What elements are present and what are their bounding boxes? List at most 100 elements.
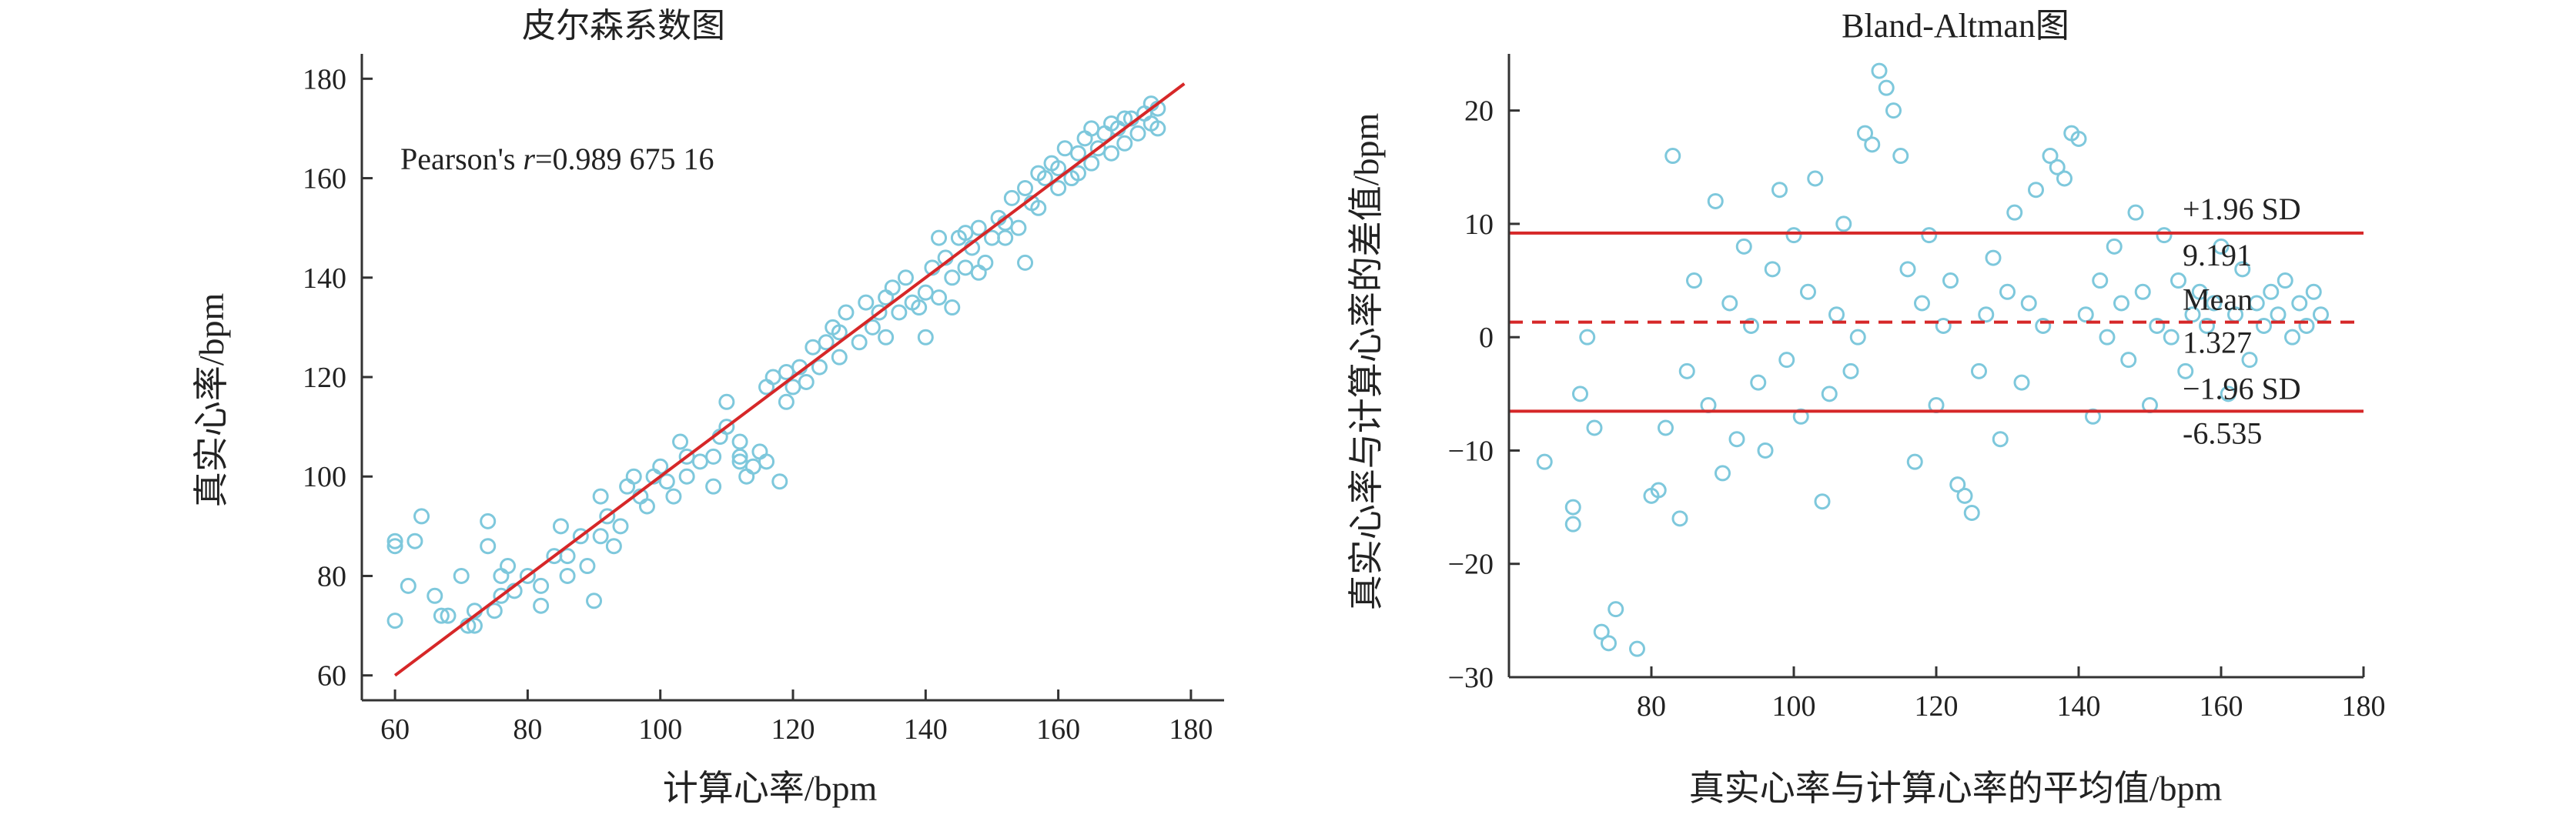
bland-altman-y-tick-label: 0	[1479, 322, 1494, 354]
pearson-data-point	[851, 334, 868, 351]
bland-altman-data-point	[2305, 283, 2322, 300]
bland-altman-data-point	[1735, 238, 1752, 255]
pearson-data-point	[778, 364, 795, 381]
bland-altman-data-point	[2298, 317, 2315, 334]
pearson-annotation-prefix: Pearson's	[400, 142, 523, 176]
pearson-data-point	[831, 349, 848, 366]
pearson-data-point	[678, 468, 695, 485]
pearson-x-tick-label: 160	[1036, 713, 1080, 746]
pearson-y-tick-label: 80	[317, 560, 346, 593]
bland-altman-data-point	[2213, 238, 2230, 255]
pearson-data-point	[1030, 199, 1047, 216]
pearson-data-point	[672, 433, 689, 450]
pearson-data-point	[605, 538, 622, 555]
bland-altman-data-point	[1658, 419, 1674, 436]
bland-altman-data-point	[1778, 352, 1795, 369]
pearson-data-point	[386, 613, 403, 629]
bland-altman-data-point	[1728, 431, 1745, 448]
pearson-data-point	[1050, 160, 1067, 177]
bland-altman-data-point	[1842, 362, 1859, 379]
bland-altman-data-point	[2085, 408, 2101, 425]
pearson-y-tick-label: 180	[303, 63, 346, 95]
bland-altman-data-point	[1536, 453, 1553, 470]
bland-altman-axes: 80 100 120 140 160 180 −30 −20 −10 0 10 20	[1448, 54, 2386, 723]
pearson-data-point	[533, 597, 550, 614]
bland-altman-data-point	[1629, 640, 1645, 657]
bland-altman-chart: Bland-Altman图 80 100 120 140 160 180−30−20−10…	[1347, 7, 2386, 808]
bland-altman-x-tick-label: 80	[1637, 690, 1666, 723]
pearson-data-point	[1056, 140, 1073, 157]
pearson-data-point	[718, 419, 735, 436]
pearson-data-point	[871, 304, 888, 321]
bland-altman-data-point	[1721, 295, 1738, 312]
pearson-data-point	[678, 448, 695, 465]
bland-altman-chart-title: Bland-Altman图	[1842, 7, 2069, 45]
bland-altman-data-point	[1572, 386, 1588, 402]
pearson-data-point	[917, 284, 934, 301]
bland-altman-x-tick-label: 140	[2057, 690, 2101, 723]
bland-altman-data-point	[2092, 272, 2109, 289]
pearson-data-point	[897, 269, 914, 286]
pearson-data-point	[592, 488, 609, 505]
bland-altman-data-point	[1650, 482, 1667, 499]
bland-altman-data-point	[1771, 182, 1788, 199]
bland-altman-data-point	[1686, 272, 1702, 289]
pearson-data-point	[552, 518, 569, 535]
pearson-data-point	[480, 513, 497, 529]
pearson-data-point	[619, 478, 636, 495]
pearson-x-tick-label: 140	[904, 713, 948, 746]
pearson-y-tick-label: 60	[317, 660, 346, 693]
pearson-data-point	[1017, 179, 1034, 196]
pearson-data-point	[744, 458, 761, 475]
bland-altman-data-point	[2127, 204, 2144, 221]
pearson-data-point	[1069, 165, 1086, 182]
pearson-y-tick-label: 140	[303, 262, 346, 295]
bland-altman-data-point	[1807, 170, 1824, 187]
pearson-chart: 皮尔森系数图 60 80 100 120 140 160 180 60 80 100 120 140 1…	[192, 7, 1224, 808]
pearson-data-point	[1149, 120, 1166, 137]
bland-altman-data-point	[2013, 374, 2030, 391]
bland-altman-y-tick-label: −10	[1448, 435, 1494, 467]
pearson-data-point	[944, 299, 961, 316]
bland-altman-data-point	[1835, 215, 1852, 232]
pearson-data-point	[718, 393, 735, 410]
pearson-data-point	[878, 329, 895, 346]
bland-altman-data-point	[1828, 306, 1845, 323]
bland-altman-data-point	[1671, 510, 1688, 527]
bland-altman-data-point	[1978, 306, 1995, 323]
bland-altman-data-point	[2177, 362, 2194, 379]
pearson-data-point	[533, 577, 550, 594]
bland-altman-data-point	[1743, 317, 1759, 334]
pearson-data-point	[638, 498, 655, 515]
bland-altman-x-axis-label: 真实心率与计算心率的平均值/bpm	[1689, 769, 2223, 808]
bland-altman-data-point	[2220, 386, 2236, 402]
pearson-data-point	[612, 518, 629, 535]
bland-altman-data-point	[1871, 62, 1888, 79]
pearson-data-point	[486, 603, 503, 619]
bland-altman-data-point	[1971, 362, 1987, 379]
bland-altman-data-point	[2149, 317, 2166, 334]
bland-altman-y-tick-label: 20	[1464, 95, 1494, 128]
pearson-data-point	[957, 225, 974, 242]
pearson-data-point	[778, 393, 795, 410]
pearson-data-point	[957, 259, 974, 276]
bland-altman-data-point	[2134, 283, 2151, 300]
bland-altman-data-point	[1942, 272, 1959, 289]
pearson-data-point	[731, 433, 748, 450]
bland-altman-data-point	[2206, 295, 2223, 312]
bland-altman-data-point	[1956, 487, 1973, 504]
pearson-data-point	[1116, 110, 1133, 127]
bland-altman-data-point	[2277, 272, 2293, 289]
pearson-data-point	[1083, 155, 1100, 172]
bland-altman-data-point	[1849, 329, 1866, 346]
pearson-data-point	[798, 373, 815, 390]
pearson-data-point	[592, 528, 609, 545]
bland-altman-data-point	[1921, 227, 1938, 244]
pearson-data-point	[500, 558, 517, 575]
bland-altman-data-point	[1785, 227, 1802, 244]
pearson-data-point	[665, 488, 682, 505]
bland-altman-data-point	[2006, 204, 2023, 221]
bland-altman-limit-lines	[1509, 231, 2364, 413]
bland-altman-data-point	[1914, 295, 1930, 312]
pearson-data-point	[771, 473, 788, 490]
